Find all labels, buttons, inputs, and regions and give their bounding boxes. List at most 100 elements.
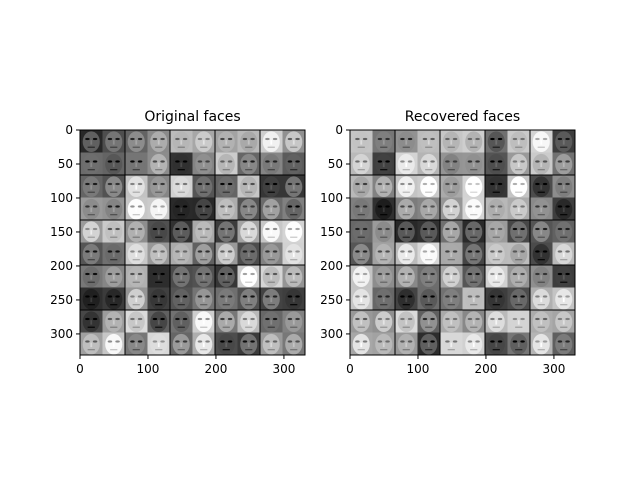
eye — [287, 182, 293, 186]
eye — [452, 250, 458, 253]
eye — [362, 182, 368, 186]
mouth — [357, 191, 365, 193]
mouth — [110, 236, 118, 238]
eye — [182, 227, 188, 231]
eye — [400, 205, 405, 208]
mouth — [357, 259, 365, 261]
eye — [287, 160, 293, 163]
nose — [405, 297, 408, 303]
eye — [205, 205, 210, 208]
eye — [452, 182, 458, 186]
eye — [137, 182, 143, 186]
eye — [220, 137, 225, 141]
mouth — [290, 146, 298, 148]
mouth — [515, 304, 523, 306]
nose — [360, 162, 363, 168]
mouth — [132, 169, 140, 171]
eye — [400, 182, 405, 186]
mouth — [290, 326, 298, 328]
eye — [197, 295, 203, 298]
eye — [227, 182, 233, 186]
nose — [562, 230, 565, 235]
mouth — [515, 259, 523, 261]
mouth — [537, 214, 545, 216]
eye — [407, 250, 413, 253]
eye — [422, 317, 428, 321]
nose — [427, 275, 430, 280]
nose — [135, 207, 138, 213]
eye — [205, 295, 210, 298]
mouth — [515, 146, 523, 148]
eye — [160, 182, 165, 186]
eye — [205, 137, 210, 141]
mouth — [470, 259, 478, 261]
mouth — [470, 281, 478, 283]
nose — [247, 320, 250, 325]
axes-frame — [79, 129, 306, 356]
eye — [137, 227, 143, 231]
eye — [137, 250, 143, 253]
nose — [292, 342, 295, 348]
eye — [85, 250, 90, 253]
nose — [360, 252, 363, 258]
eye — [475, 317, 480, 321]
mouth — [425, 169, 433, 171]
nose — [270, 342, 273, 348]
mouth — [290, 169, 298, 171]
eye — [362, 317, 368, 321]
mouth — [537, 236, 545, 238]
mouth — [177, 236, 185, 238]
nose — [112, 230, 115, 235]
mouth — [537, 259, 545, 261]
eye — [377, 160, 383, 163]
x-tick-label: 0 — [76, 362, 84, 376]
eye — [535, 160, 540, 163]
nose — [540, 207, 543, 213]
nose — [450, 140, 453, 145]
nose — [247, 207, 250, 213]
mouth — [380, 146, 388, 148]
eye — [452, 205, 458, 208]
eye — [467, 250, 473, 253]
eye — [265, 340, 270, 343]
nose — [540, 162, 543, 168]
nose — [112, 185, 115, 190]
eye — [475, 250, 480, 253]
mouth — [380, 191, 388, 193]
eye — [205, 160, 210, 163]
eye — [242, 317, 248, 321]
eye — [272, 137, 278, 141]
eye — [542, 182, 548, 186]
eye — [265, 205, 270, 208]
mouth — [110, 214, 118, 216]
eye — [520, 205, 525, 208]
eye — [467, 272, 473, 276]
nose — [180, 342, 183, 348]
mouth — [447, 146, 455, 148]
nose — [450, 320, 453, 325]
eye — [242, 272, 248, 276]
mouth — [267, 304, 275, 306]
eye — [535, 340, 540, 343]
y-tick-label: 300 — [50, 327, 73, 341]
nose — [90, 297, 93, 303]
eye — [362, 295, 368, 298]
eye — [475, 205, 480, 208]
eye — [497, 250, 503, 253]
mouth — [290, 281, 298, 283]
eye — [400, 137, 405, 141]
nose — [292, 320, 295, 325]
nose — [540, 342, 543, 348]
eye — [362, 272, 368, 276]
eye — [250, 160, 255, 163]
mouth — [447, 349, 455, 351]
eye — [400, 227, 405, 231]
y-tick-label: 200 — [50, 259, 73, 273]
image — [350, 130, 575, 355]
nose — [202, 230, 205, 235]
mouth — [470, 169, 478, 171]
nose — [247, 230, 250, 235]
nose — [292, 162, 295, 168]
eye — [250, 205, 255, 208]
mouth — [245, 304, 253, 306]
